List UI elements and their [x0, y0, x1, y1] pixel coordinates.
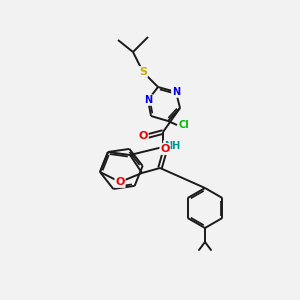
Text: S: S: [139, 67, 147, 77]
Text: N: N: [172, 87, 180, 97]
Text: O: O: [115, 177, 125, 187]
Text: N: N: [144, 95, 152, 105]
Text: O: O: [160, 144, 170, 154]
Text: O: O: [138, 131, 148, 141]
Text: NH: NH: [164, 141, 180, 151]
Text: Cl: Cl: [178, 120, 189, 130]
